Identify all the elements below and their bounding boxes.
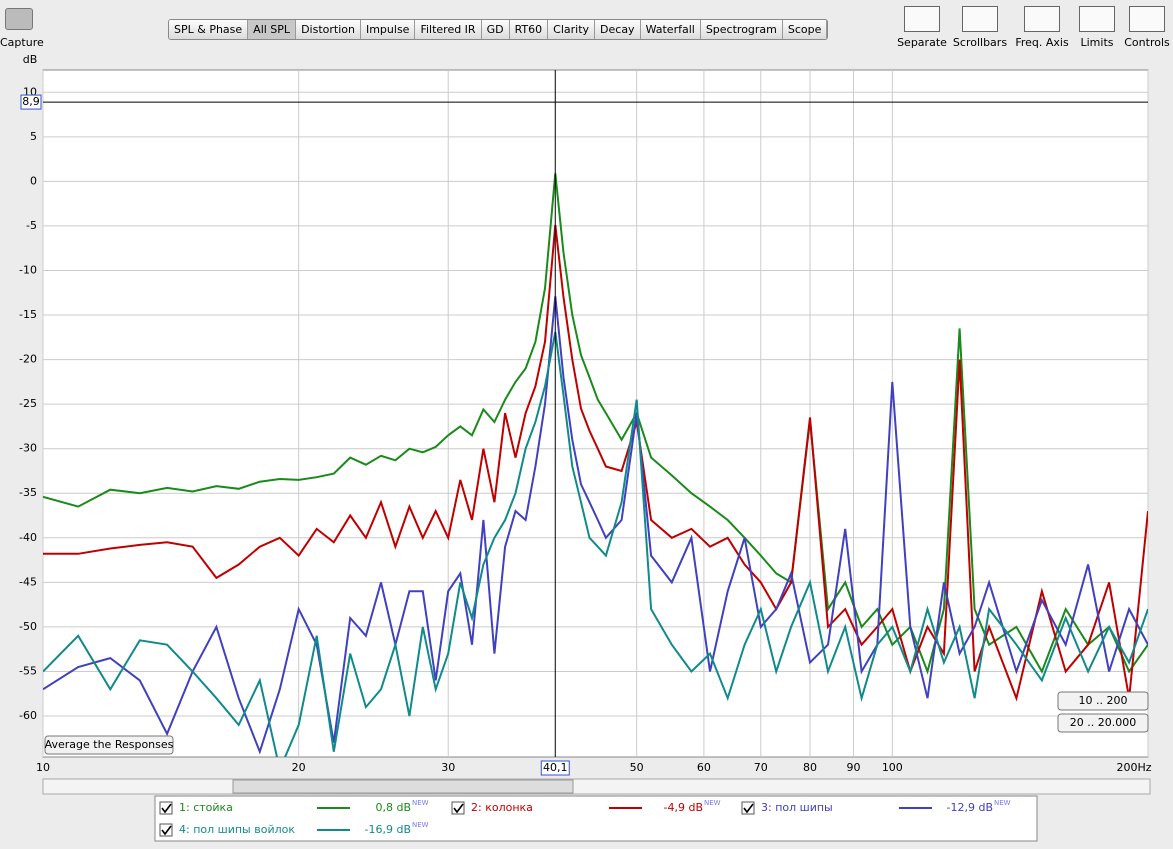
button-label: Average the Responses: [45, 738, 174, 751]
y-tick-label: -55: [19, 664, 37, 677]
y-tick-label: -35: [19, 486, 37, 499]
x-tick-label: 30: [441, 761, 455, 774]
tool-button[interactable]: Controls: [1117, 6, 1173, 49]
button[interactable]: [1057, 713, 1149, 733]
button[interactable]: [1057, 691, 1149, 711]
tab[interactable]: Waterfall: [640, 20, 701, 39]
x-tick-label: 50: [630, 761, 644, 774]
tool-label: Controls: [1124, 36, 1170, 49]
tab[interactable]: GD: [481, 20, 510, 39]
legend-badge: NEW: [412, 799, 429, 807]
tab[interactable]: Impulse: [360, 20, 416, 39]
button-label: 20 .. 20.000: [1070, 716, 1136, 729]
tab[interactable]: Clarity: [548, 20, 596, 39]
tab-bar: SPL & Phase All SPL Distortion Impulse Filte…: [168, 19, 829, 40]
y-tick-label: -15: [19, 308, 37, 321]
x-tick-label: 10: [36, 761, 50, 774]
tool-button[interactable]: Scrollbars: [950, 6, 1010, 49]
tab[interactable]: Spectrogram: [700, 20, 783, 39]
series-line: [43, 296, 1148, 755]
capture-button[interactable]: [4, 8, 34, 36]
tool-icon: [1024, 6, 1060, 32]
legend-name: 4: пол шипы войлок: [179, 823, 295, 836]
legend-name: 2: колонка: [471, 801, 533, 814]
tool-icon: [904, 6, 940, 32]
tab[interactable]: RT60: [509, 20, 549, 39]
y-tick-label: -45: [19, 575, 37, 588]
tool-icon: [962, 6, 998, 32]
y-tick-label: -40: [19, 531, 37, 544]
series-line: [43, 173, 1148, 675]
y-tick-label: -50: [19, 620, 37, 633]
tool-label: Limits: [1080, 36, 1114, 49]
y-tick-label: -20: [19, 353, 37, 366]
y-tick-label: -25: [19, 397, 37, 410]
button[interactable]: [44, 735, 174, 755]
tab[interactable]: Scope: [782, 20, 828, 39]
x-tick-label: 80: [803, 761, 817, 774]
capture-label: Capture: [0, 36, 44, 49]
legend-checkbox[interactable]: [741, 801, 755, 815]
tool-icon: [1129, 6, 1165, 32]
cursor-y-box: [20, 94, 42, 110]
tool-button[interactable]: Separate: [892, 6, 952, 49]
y-tick-label: -5: [26, 219, 37, 232]
legend-checkbox[interactable]: [159, 801, 173, 815]
legend-readout: -4,9 dB: [664, 801, 704, 814]
scrollbar[interactable]: [42, 778, 1151, 795]
legend-name: 3: пол шипы: [761, 801, 833, 814]
check-mark: [161, 825, 172, 836]
cursor-x-box: [540, 760, 570, 776]
tool-icon: [1079, 6, 1115, 32]
scroll-thumb[interactable]: [232, 779, 574, 794]
y-tick-label: 0: [30, 174, 37, 187]
tab[interactable]: SPL & Phase: [169, 20, 249, 39]
x-tick-label: 20: [292, 761, 306, 774]
button-label: 10 .. 200: [1079, 694, 1128, 707]
tool-label: Scrollbars: [952, 36, 1008, 49]
x-tick-label: 100: [882, 761, 903, 774]
tool-button[interactable]: Freq. Axis: [1012, 6, 1072, 49]
tool-label: Freq. Axis: [1015, 36, 1069, 49]
y-axis-label: dB: [23, 53, 38, 66]
check-mark: [161, 803, 172, 814]
legend-badge: NEW: [412, 821, 429, 829]
tool-label: Separate: [897, 36, 947, 49]
legend-badge: NEW: [994, 799, 1011, 807]
tab[interactable]: Distortion: [296, 20, 361, 39]
x-tick-label: 90: [846, 761, 860, 774]
check-mark: [453, 803, 464, 814]
series-line: [43, 224, 1148, 702]
y-tick-label: -10: [19, 263, 37, 276]
tab[interactable]: Filtered IR: [415, 20, 482, 39]
camera-icon: [5, 8, 33, 30]
y-tick-label: -30: [19, 442, 37, 455]
tab[interactable]: Decay: [595, 20, 641, 39]
tool-button[interactable]: Limits: [1067, 6, 1127, 49]
legend-badge: NEW: [704, 799, 721, 807]
y-tick-label: -60: [19, 709, 37, 722]
legend-name: 1: стойка: [179, 801, 233, 814]
check-mark: [743, 803, 754, 814]
legend-readout: -12,9 dB: [947, 801, 994, 814]
legend-readout: -16,9 dB: [365, 823, 412, 836]
y-tick-label: 5: [30, 130, 37, 143]
tab[interactable]: All SPL: [248, 20, 297, 39]
cursor-x-label: 40,1: [543, 761, 568, 774]
series-line: [43, 331, 1148, 757]
legend: [154, 795, 1038, 842]
x-tick-label: 70: [754, 761, 768, 774]
legend-checkbox[interactable]: [159, 823, 173, 837]
legend-checkbox[interactable]: [451, 801, 465, 815]
cursor-y-label: 8,9: [22, 95, 40, 108]
x-tick-label: 60: [697, 761, 711, 774]
x-tick-label: 200Hz: [1116, 761, 1151, 774]
legend-readout: 0,8 dB: [375, 801, 411, 814]
